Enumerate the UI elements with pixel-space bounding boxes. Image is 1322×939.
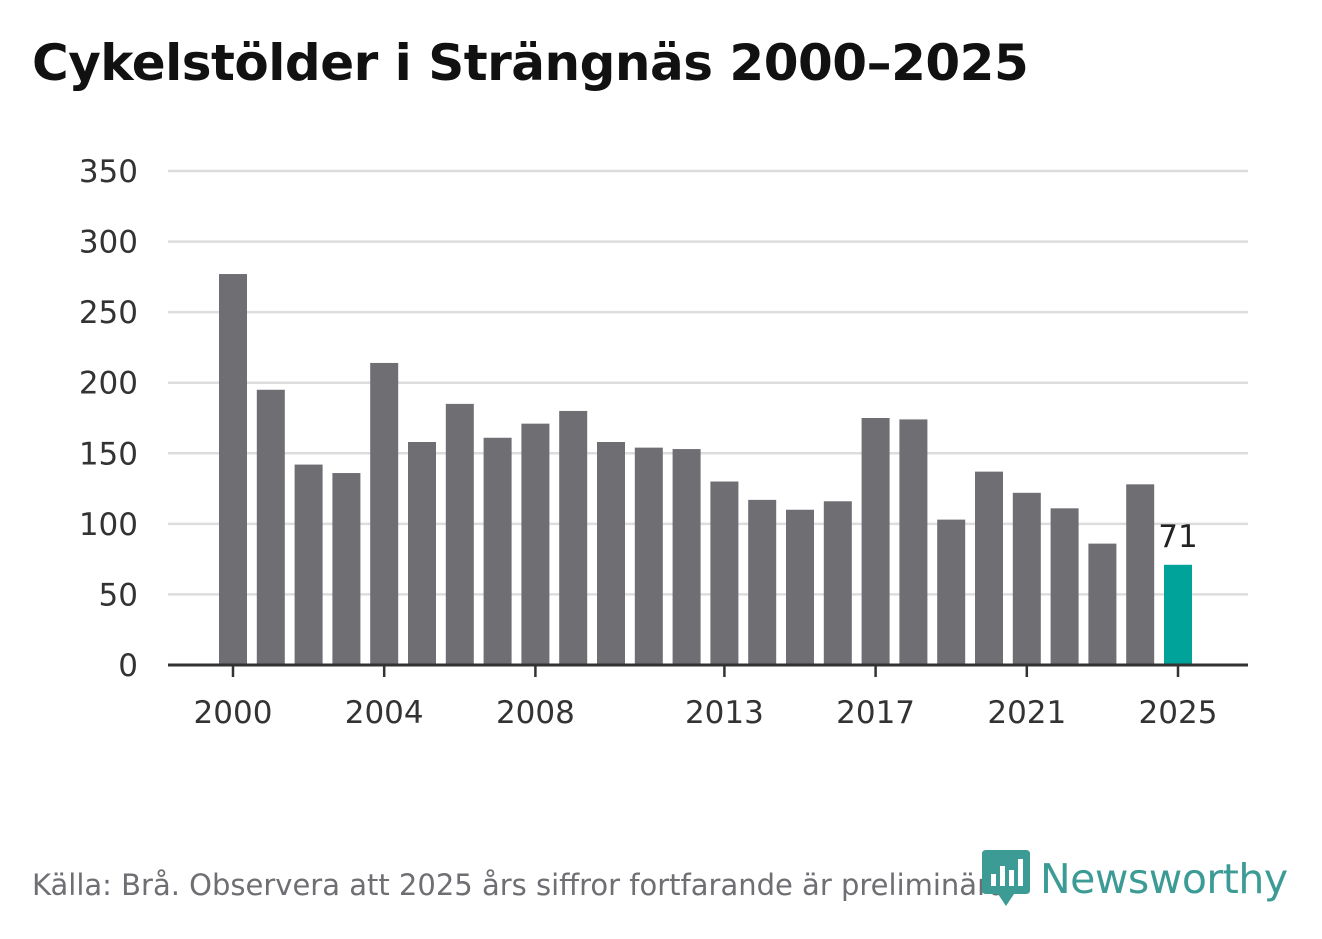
x-tick-label: 2021 [987,695,1066,731]
brand-logo: Newsworthy [982,850,1288,908]
bar-2020 [975,471,1003,665]
y-tick-label: 350 [79,154,138,190]
bar-2022 [1050,508,1079,665]
x-tick-label: 2008 [496,695,575,731]
x-tick-label: 2025 [1139,695,1218,731]
chart-title: Cykelstölder i Strängnäs 2000–2025 [32,34,1029,92]
bar-2023 [1088,543,1117,665]
bar-2011 [634,447,663,665]
y-tick-label: 200 [79,366,138,402]
y-tick-label: 50 [99,577,138,613]
y-tick-label: 250 [79,295,138,331]
bars [219,274,1192,665]
bar-2003 [332,473,361,665]
y-tick-label: 100 [79,507,138,543]
data-labels: 71 [1158,519,1197,555]
bar-2015 [786,509,814,665]
bar-2021 [1012,492,1041,665]
x-axis [168,663,1248,677]
bar-2010 [597,441,625,665]
bar-2014 [748,499,777,665]
x-axis-tick-labels: 2000 2004 2008 2013 2017 2021 2025 [194,695,1218,731]
bar-2000 [219,274,247,665]
bar-2012 [672,449,701,665]
x-tick-label: 2017 [836,695,915,731]
bar-2019 [937,519,966,665]
bar-2009 [559,410,588,665]
bar-2002 [294,464,323,665]
y-axis-tick-labels: 0 50 100 150 200 250 300 350 [79,154,138,684]
bar-2001 [256,389,285,665]
x-tick-label: 2013 [685,695,764,731]
bar-2007 [483,437,512,665]
y-tick-label: 0 [118,648,138,684]
y-tick-label: 150 [79,436,138,472]
bar-2025 [1164,564,1192,665]
bar-2017 [861,418,890,665]
x-tick-label: 2004 [345,695,424,731]
newsworthy-logo-icon [982,850,1030,906]
brand-name: Newsworthy [1040,855,1288,903]
source-note: Källa: Brå. Observera att 2025 års siffr… [32,868,1016,902]
x-tick-label: 2000 [194,695,273,731]
grid-lines [168,169,1248,596]
bar-2016 [823,501,852,665]
bar-2024 [1126,484,1155,665]
data-label-2025: 71 [1158,519,1197,555]
bar-2006 [445,403,474,665]
bar-2008 [521,423,550,665]
bar-2005 [408,441,436,665]
bar-2018 [899,419,928,665]
y-tick-label: 300 [79,225,138,261]
bar-2013 [710,481,739,665]
bar-2004 [370,362,399,665]
